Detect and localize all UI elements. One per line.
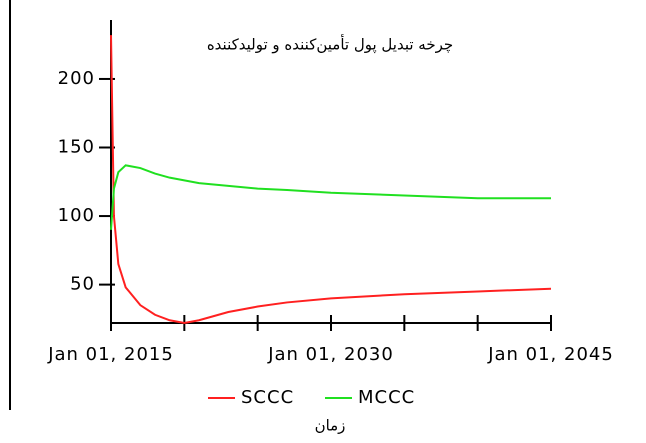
y-tick-label: 50 <box>70 274 95 295</box>
legend-label: MCCC <box>358 387 415 408</box>
y-tick-label: 200 <box>58 68 95 89</box>
y-tick-label: 150 <box>58 137 95 158</box>
x-tick-label: Jan 01, 2015 <box>47 344 174 365</box>
x-tick-label: Jan 01, 2045 <box>487 344 614 365</box>
chart-title: چرخه تبدیل پول تأمین‌کننده و تولیدکننده <box>207 34 453 55</box>
x-tick-label: Jan 01, 2030 <box>267 344 394 365</box>
chart: چرخه تبدیل پول تأمین‌کننده و تولیدکننده … <box>0 0 646 443</box>
y-tick-label: 100 <box>58 205 95 226</box>
series-line <box>111 165 551 229</box>
legend-label: SCCC <box>241 387 294 408</box>
x-axis-label: زمان <box>315 417 346 435</box>
